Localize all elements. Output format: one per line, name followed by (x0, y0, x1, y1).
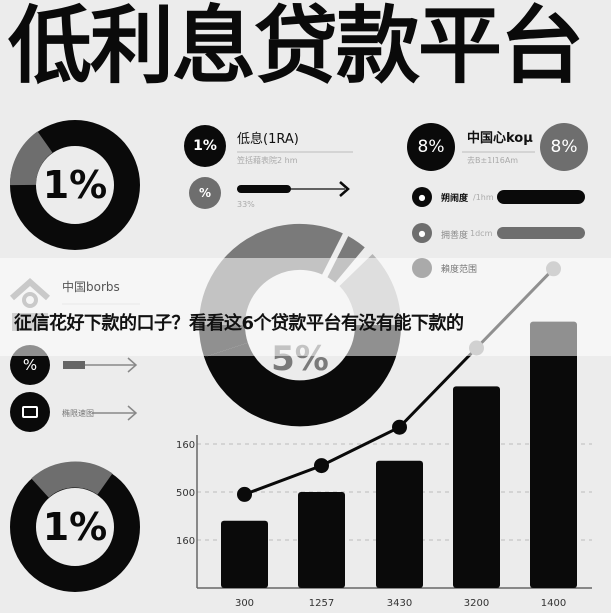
y-tick-label: 160 (176, 536, 195, 547)
row-label: 朔闹度 (441, 194, 469, 204)
arrow-right-icon (127, 357, 138, 373)
x-tick-label: 1257 (309, 598, 334, 609)
row-icon: ● (412, 187, 432, 207)
bar (376, 460, 423, 588)
row-bar (497, 190, 585, 204)
rate-badge-right: 8% (407, 123, 455, 171)
row-label: 賴度范围 (441, 265, 478, 275)
donut-bottom-left-label: 1% (43, 505, 108, 549)
row-label: 拥善度 (441, 231, 469, 241)
row-bar (497, 227, 585, 239)
donut-top-left: 1% (10, 120, 140, 250)
bar (530, 321, 577, 588)
bar (221, 520, 268, 588)
progress-label: 33% (237, 200, 255, 209)
side-heading: 中国bоrbs (62, 280, 120, 294)
donut-top-left-label: 1% (43, 163, 108, 207)
page-title: 低利息贷款平台 (8, 0, 584, 95)
caption-text: 征信花好下款的口子？看看这6个贷款平台有没有能下款的 (14, 313, 464, 334)
progress-bar (237, 185, 291, 193)
row-icon (412, 258, 432, 278)
percent-badge: % (189, 177, 221, 209)
x-tick-label: 1400 (541, 598, 566, 609)
x-tick-label: 3430 (387, 598, 412, 609)
line-point (237, 486, 252, 502)
bar-line-chart: 160 500 160 300 1257 3430 3200 1400 (176, 261, 592, 609)
mini-bar (63, 361, 85, 369)
panel-left-sub: 笠括藉表院2 hm (237, 156, 298, 165)
panel-left-heading: 低息(1RA) (237, 132, 299, 147)
bar (453, 386, 500, 588)
arrow-right-icon (339, 181, 350, 197)
row-sub: /1hm (473, 193, 494, 202)
monitor-icon (10, 392, 50, 432)
panel-right-sub: 去B±1I16Am (467, 156, 519, 165)
donut-bottom-left: 1% (10, 461, 140, 592)
rate-badge: 1% (184, 125, 226, 167)
x-tick-label: 3200 (464, 598, 489, 609)
row-sub: 1dcm (470, 229, 493, 238)
rate-badge-right-2: 8% (540, 123, 588, 171)
y-tick-label: 500 (176, 488, 195, 499)
row-icon: ● (412, 223, 432, 243)
caption-banner (0, 258, 611, 356)
side-row-label: 椭限速图 (62, 409, 94, 418)
x-tick-label: 300 (235, 598, 254, 609)
line-point (392, 419, 407, 435)
panel-right-heading: 中国心koμ (467, 131, 533, 146)
bar (298, 492, 345, 588)
y-tick-label: 160 (176, 440, 195, 451)
arrow-right-icon (127, 405, 138, 421)
line-point (314, 458, 329, 474)
